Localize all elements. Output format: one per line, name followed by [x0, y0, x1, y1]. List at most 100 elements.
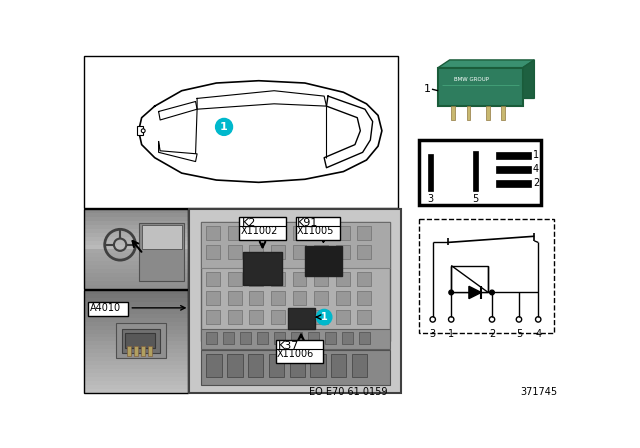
Bar	[292, 291, 307, 305]
Bar	[84, 245, 188, 249]
Bar	[84, 381, 188, 385]
Circle shape	[516, 317, 522, 322]
Bar	[84, 389, 188, 393]
Bar	[84, 314, 188, 318]
Bar	[84, 302, 188, 306]
Text: EO E70 61 0159: EO E70 61 0159	[308, 387, 387, 397]
Bar	[296, 217, 340, 240]
Bar	[201, 350, 390, 385]
Bar	[84, 257, 188, 261]
Text: X11006: X11006	[277, 349, 314, 359]
Bar	[342, 332, 353, 344]
Text: 4: 4	[535, 329, 541, 339]
Bar	[257, 332, 268, 344]
Bar	[84, 306, 188, 310]
Bar	[250, 246, 263, 259]
Bar	[141, 225, 182, 249]
Circle shape	[490, 317, 495, 322]
Bar	[336, 310, 349, 324]
Bar	[250, 310, 263, 324]
Bar	[84, 241, 188, 245]
Bar	[314, 246, 328, 259]
Circle shape	[141, 129, 145, 133]
Bar	[271, 246, 285, 259]
Bar	[331, 354, 346, 377]
Bar	[292, 226, 307, 240]
Text: X11002: X11002	[241, 226, 278, 236]
Bar	[140, 223, 184, 281]
Circle shape	[216, 118, 232, 135]
Bar	[289, 354, 305, 377]
Bar	[314, 271, 328, 285]
Bar	[84, 326, 188, 330]
Bar	[359, 332, 369, 344]
Bar	[223, 332, 234, 344]
Circle shape	[316, 310, 332, 325]
Bar	[141, 346, 145, 356]
Text: 1: 1	[533, 151, 539, 160]
Bar	[206, 354, 221, 377]
Bar	[310, 354, 326, 377]
Text: 3: 3	[428, 194, 433, 204]
Bar	[240, 332, 251, 344]
Bar	[473, 151, 478, 191]
Bar	[271, 291, 285, 305]
Bar	[228, 271, 242, 285]
Bar	[486, 106, 490, 120]
Bar	[84, 209, 188, 213]
Text: 2: 2	[533, 178, 539, 188]
Circle shape	[536, 317, 541, 322]
Bar	[84, 213, 188, 217]
Bar	[276, 340, 323, 363]
Bar	[206, 332, 217, 344]
Bar	[84, 269, 188, 273]
Circle shape	[490, 290, 494, 295]
Bar	[84, 229, 188, 233]
Text: K91: K91	[297, 218, 319, 228]
Bar	[84, 261, 188, 265]
Bar	[336, 246, 349, 259]
Bar	[201, 222, 390, 268]
Bar	[271, 226, 285, 240]
Bar	[122, 329, 160, 353]
Text: K2: K2	[242, 218, 256, 228]
Bar	[352, 354, 367, 377]
Bar	[336, 291, 349, 305]
Bar	[189, 209, 401, 392]
Bar	[84, 337, 188, 341]
Bar	[84, 385, 188, 389]
Bar	[288, 308, 315, 329]
Bar	[228, 246, 242, 259]
Bar	[206, 246, 220, 259]
Bar	[314, 310, 328, 324]
Bar	[201, 222, 390, 341]
Bar	[467, 106, 470, 120]
Bar	[84, 373, 188, 377]
Bar	[127, 346, 131, 356]
Bar	[269, 354, 284, 377]
Bar	[84, 322, 188, 326]
Bar	[305, 246, 342, 276]
Bar	[336, 271, 349, 285]
Bar	[84, 294, 188, 298]
Text: 3: 3	[429, 329, 436, 339]
Bar	[314, 291, 328, 305]
Bar	[84, 233, 188, 237]
Bar	[250, 271, 263, 285]
Bar	[84, 310, 188, 314]
Bar	[84, 290, 188, 294]
Bar	[274, 332, 285, 344]
Bar	[84, 217, 188, 221]
Circle shape	[430, 317, 435, 322]
Bar	[84, 290, 188, 392]
Bar	[451, 106, 455, 120]
Text: 4: 4	[533, 164, 539, 174]
Bar	[84, 56, 398, 208]
Bar	[84, 284, 188, 289]
Bar	[291, 332, 302, 344]
Text: X11005: X11005	[297, 226, 335, 236]
Bar	[451, 266, 488, 293]
Bar	[206, 291, 220, 305]
Bar	[228, 310, 242, 324]
Text: 1: 1	[448, 329, 454, 339]
